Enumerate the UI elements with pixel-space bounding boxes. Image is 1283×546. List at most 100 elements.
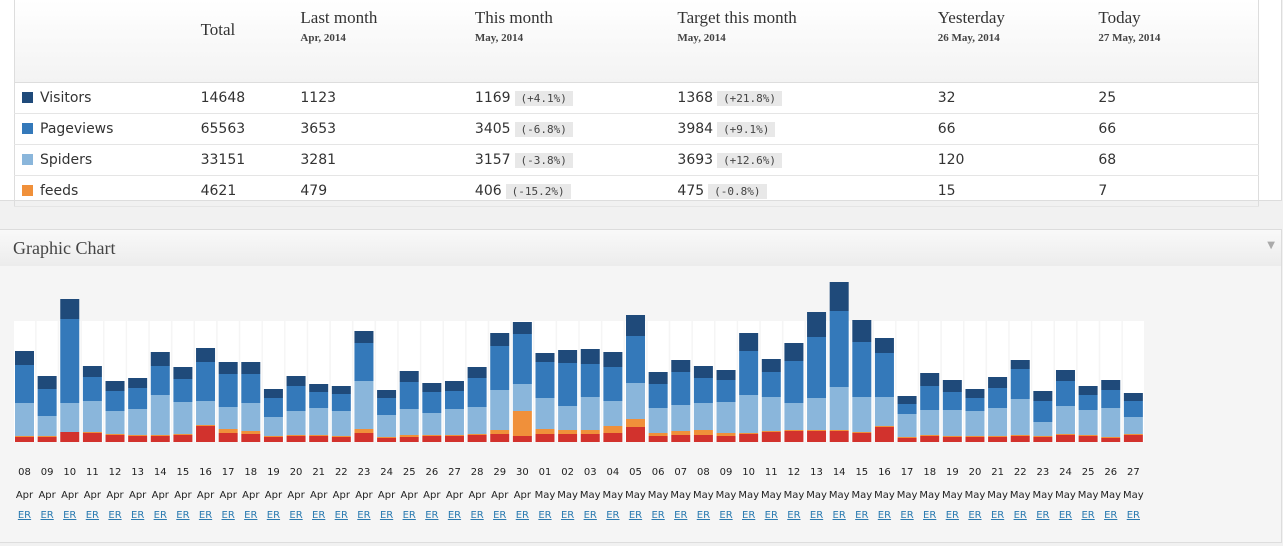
x-tick-day: 20	[969, 467, 982, 478]
er-link[interactable]: ER	[561, 510, 574, 521]
x-tick-day: 27	[1127, 467, 1140, 478]
er-link[interactable]: ER	[131, 510, 144, 521]
er-link[interactable]: ER	[335, 510, 348, 521]
bar-segment	[37, 376, 57, 389]
er-link[interactable]: ER	[267, 510, 280, 521]
er-link[interactable]: ER	[606, 510, 619, 521]
er-link[interactable]: ER	[833, 510, 846, 521]
er-link[interactable]: ER	[629, 510, 642, 521]
er-link[interactable]: ER	[923, 510, 936, 521]
bar-segment	[1123, 435, 1143, 442]
er-link[interactable]: ER	[448, 510, 461, 521]
bar-segment	[1055, 370, 1075, 381]
er-link[interactable]: ER	[651, 510, 664, 521]
er-link[interactable]: ER	[765, 510, 778, 521]
er-link[interactable]: ER	[878, 510, 891, 521]
er-link[interactable]: ER	[1014, 510, 1027, 521]
er-link[interactable]: ER	[289, 510, 302, 521]
column-header: Yesterday 26 May, 2014	[937, 0, 1099, 83]
bar-segment	[829, 387, 849, 430]
x-tick-month: May	[648, 490, 669, 501]
er-link[interactable]: ER	[900, 510, 913, 521]
bar-segment	[1123, 434, 1143, 435]
x-tick-month: May	[580, 490, 601, 501]
bar-segment	[829, 431, 849, 442]
bar-segment	[558, 363, 578, 406]
er-link[interactable]: ER	[176, 510, 189, 521]
bar-segment	[241, 362, 261, 374]
er-link[interactable]: ER	[312, 510, 325, 521]
er-link[interactable]: ER	[40, 510, 53, 521]
er-link[interactable]: ER	[674, 510, 687, 521]
cell-value: 25	[1098, 90, 1117, 106]
bar-segment	[512, 322, 532, 334]
row-label: Visitors	[40, 90, 92, 106]
er-link[interactable]: ER	[516, 510, 529, 521]
er-link[interactable]: ER	[968, 510, 981, 521]
bar-segment	[1078, 386, 1098, 395]
bar-segment	[467, 367, 487, 378]
er-link[interactable]: ER	[742, 510, 755, 521]
table-cell: 475 (-0.8%)	[677, 175, 938, 207]
bar-segment	[422, 436, 442, 442]
er-link[interactable]: ER	[86, 510, 99, 521]
table-cell: 1368 (+21.8%)	[677, 82, 938, 114]
bar-segment	[331, 436, 351, 437]
bar-segment	[942, 436, 962, 437]
er-link[interactable]: ER	[1081, 510, 1094, 521]
bar-segment	[1055, 435, 1075, 442]
bar-segment	[807, 398, 827, 430]
er-link[interactable]: ER	[199, 510, 212, 521]
bar-segment	[309, 408, 329, 435]
er-link[interactable]: ER	[538, 510, 551, 521]
change-badge: (-0.8%)	[708, 184, 767, 199]
collapse-arrow[interactable]: ▼	[1267, 240, 1275, 251]
bar-segment	[377, 437, 397, 438]
er-link[interactable]: ER	[244, 510, 257, 521]
header-row: Total Last month Apr, 2014 This month May, 2…	[14, 0, 1259, 83]
er-link[interactable]: ER	[493, 510, 506, 521]
er-link[interactable]: ER	[810, 510, 823, 521]
table-cell: 3984 (+9.1%)	[677, 113, 938, 145]
column-title: Target this month	[677, 8, 797, 27]
bar-segment	[15, 365, 34, 403]
er-link[interactable]: ER	[946, 510, 959, 521]
chart-title: Graphic Chart	[13, 238, 116, 258]
er-link[interactable]: ER	[1127, 510, 1140, 521]
table-cell: 66	[1098, 113, 1259, 145]
x-tick-day: 11	[86, 467, 99, 478]
x-tick-month: May	[557, 490, 578, 501]
er-link[interactable]: ER	[697, 510, 710, 521]
er-link[interactable]: ER	[154, 510, 167, 521]
er-link[interactable]: ER	[403, 510, 416, 521]
er-link[interactable]: ER	[63, 510, 76, 521]
er-link[interactable]: ER	[787, 510, 800, 521]
er-link[interactable]: ER	[1104, 510, 1117, 521]
bar-segment	[1033, 437, 1053, 442]
bar-segment	[920, 436, 940, 442]
er-link[interactable]: ER	[584, 510, 597, 521]
er-link[interactable]: ER	[991, 510, 1004, 521]
er-link[interactable]: ER	[357, 510, 370, 521]
x-tick-month: May	[965, 490, 986, 501]
table-row: Pageviews 65563 3653 3405 (-6.8%) 3984 (+9.1%)…	[14, 113, 1259, 145]
er-link[interactable]: ER	[222, 510, 235, 521]
er-link[interactable]: ER	[380, 510, 393, 521]
er-link[interactable]: ER	[425, 510, 438, 521]
bar-segment	[1033, 422, 1053, 436]
table-cell: 66	[937, 113, 1099, 145]
er-link[interactable]: ER	[1036, 510, 1049, 521]
bar-segment	[693, 403, 713, 430]
er-link[interactable]: ER	[855, 510, 868, 521]
bar-segment	[693, 435, 713, 442]
column-title: Yesterday	[937, 8, 1005, 27]
er-link[interactable]: ER	[18, 510, 31, 521]
bar-segment	[1033, 391, 1053, 401]
er-link[interactable]: ER	[470, 510, 483, 521]
table-row: Spiders 33151 3281 3157 (-3.8%) 3693 (+12.6%) 1…	[14, 144, 1259, 176]
er-link[interactable]: ER	[719, 510, 732, 521]
er-link[interactable]: ER	[1059, 510, 1072, 521]
bar-segment	[399, 435, 419, 437]
er-link[interactable]: ER	[108, 510, 121, 521]
cell-value: 68	[1098, 152, 1117, 168]
